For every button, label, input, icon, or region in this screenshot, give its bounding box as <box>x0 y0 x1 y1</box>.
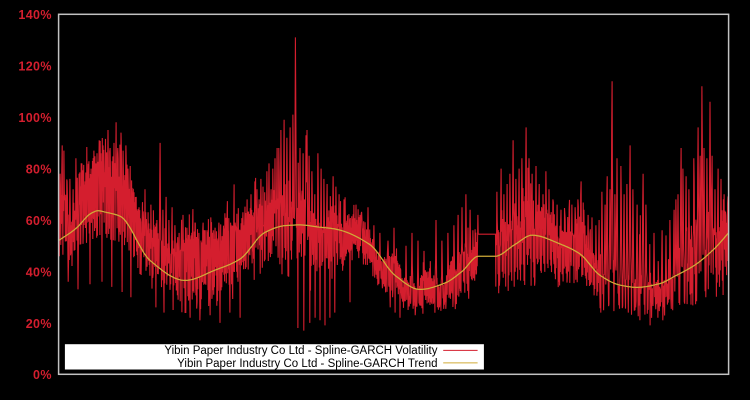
svg-text:0%: 0% <box>33 368 52 382</box>
svg-text:Yibin Paper Industry Co Ltd -: Yibin Paper Industry Co Ltd - Spline-GAR… <box>164 345 437 357</box>
svg-text:40%: 40% <box>26 265 52 279</box>
svg-text:Yibin Paper Industry Co Ltd -: Yibin Paper Industry Co Ltd - Spline-GAR… <box>177 358 437 370</box>
svg-text:100%: 100% <box>18 111 51 125</box>
svg-text:60%: 60% <box>26 214 52 228</box>
svg-text:140%: 140% <box>18 8 51 22</box>
svg-text:80%: 80% <box>26 163 52 177</box>
svg-text:120%: 120% <box>18 60 51 74</box>
svg-text:20%: 20% <box>26 317 52 331</box>
